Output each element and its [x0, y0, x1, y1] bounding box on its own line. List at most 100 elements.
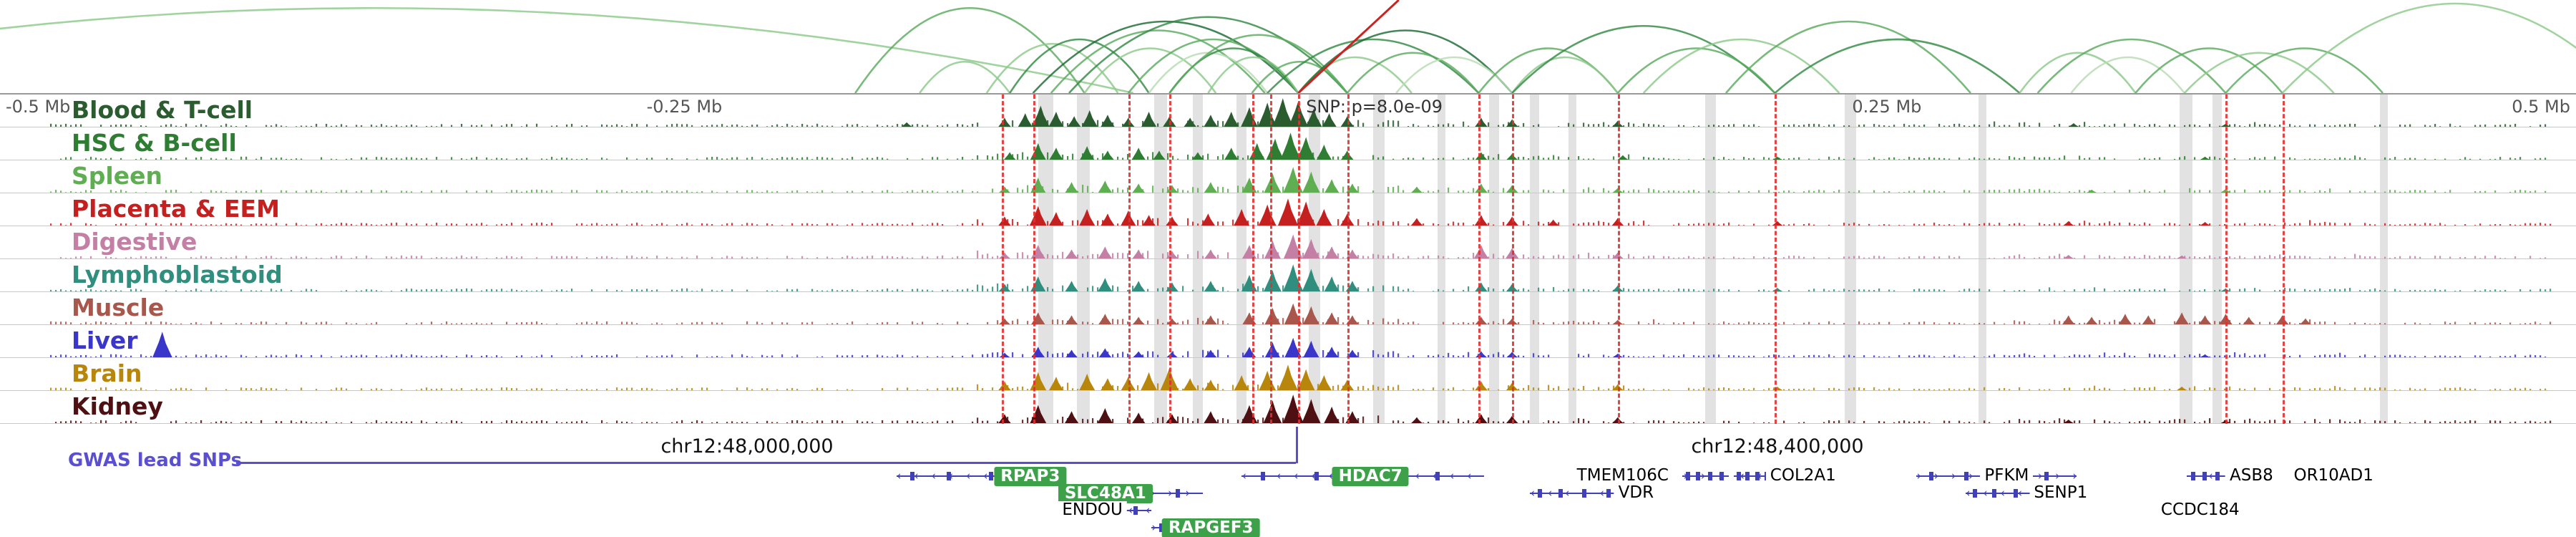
gene-label: OR10AD1: [2289, 467, 2378, 485]
signal-plot: [50, 198, 2552, 226]
interaction-arcs: [0, 0, 2576, 94]
track-row: Spleen: [0, 160, 2576, 193]
signal-plot: [50, 364, 2547, 390]
snp-pvalue-label: SNP: p=8.0e-09: [1306, 97, 1443, 117]
exon-block: [1175, 489, 1180, 498]
highlight-band: [1705, 95, 1716, 424]
genomic-coordinate-left: chr12:48,000,000: [660, 435, 834, 458]
highlight-band: [2212, 95, 2222, 424]
highlight-band: [1153, 95, 1167, 424]
track-row: Muscle: [0, 292, 2576, 325]
gene-label: RAPGEF3: [1161, 518, 1260, 537]
exon-block: [2044, 472, 2049, 480]
ruler-tick-label: -0.25 Mb: [646, 97, 723, 117]
exon-block: [2215, 472, 2220, 480]
gene-label: PFKM: [1980, 467, 2034, 485]
signal-plot: [60, 132, 2547, 160]
signal-track-list: Blood & T-cell HSC & B-cell Spleen Placenta…: [0, 95, 2576, 424]
gene-item: › › › TMEM106C: [1572, 467, 1729, 485]
exon-block: [1736, 472, 1741, 480]
gwas-lead-snps-label: GWAS lead SNPs: [68, 450, 243, 471]
highlight-band: [1076, 95, 1090, 424]
exon-block: [1991, 489, 1996, 498]
gene-label: COL2A1: [1765, 467, 1840, 485]
highlight-band: [1488, 95, 1500, 424]
track-label: Placenta & EEM: [72, 195, 280, 223]
track-row: Placenta & EEM: [0, 193, 2576, 226]
gene-label: ENDOU: [1058, 501, 1127, 519]
gwas-pointer-line: [236, 462, 1296, 464]
exon-block: [1159, 523, 1164, 532]
highlight-band: [1978, 95, 1986, 424]
track-label: Liver: [72, 326, 138, 354]
gene-model: › › ›: [1682, 469, 1729, 483]
signal-plot: [50, 332, 2547, 357]
exon-block: [2202, 472, 2207, 480]
gene-item: ‹ ‹ ‹ ‹ ‹ ‹ VDR: [1530, 484, 1659, 503]
exon-block: [1606, 489, 1611, 498]
highlight-band: [1568, 95, 1577, 424]
exon-block: [1707, 472, 1712, 480]
track-row: Lymphoblastoid: [0, 259, 2576, 292]
gene-item: › ›CCDC184: [2156, 501, 2244, 520]
track-row: Brain: [0, 358, 2576, 391]
highlight-band: [1236, 95, 1247, 424]
exon-block: [946, 472, 951, 480]
gene-item: ‹ ‹ ‹ ASB8: [2187, 467, 2278, 485]
exon-block: [1435, 472, 1440, 480]
highlight-band-layer: [0, 95, 2576, 424]
exon-block: [1685, 472, 1690, 480]
ruler-tick-label: 0.5 Mb: [2512, 97, 2570, 117]
track-label: Spleen: [72, 162, 162, 190]
exon-block: [909, 472, 914, 480]
ruler-tick-label: -0.5 Mb: [6, 97, 71, 117]
genomic-coordinate-right: chr12:48,400,000: [1691, 435, 1864, 458]
signal-plot: [50, 167, 2547, 193]
highlight-band: [2179, 95, 2192, 424]
exon-block: [1695, 472, 1700, 480]
track-label: Kidney: [72, 392, 163, 420]
exon-block: [1719, 472, 1724, 480]
exon-block: [1558, 489, 1563, 498]
exon-block: [1964, 472, 1969, 480]
exon-block: [1261, 472, 1266, 480]
highlight-band: [1038, 95, 1054, 424]
highlight-band: [1844, 95, 1856, 424]
highlight-band: [1530, 95, 1539, 424]
exon-block: [1745, 472, 1750, 480]
track-label: Digestive: [72, 228, 197, 256]
gwas-pointer-tick: [1295, 427, 1298, 463]
signal-plot: [50, 98, 2547, 127]
highlight-band: [1372, 95, 1385, 424]
highlight-band: [1437, 95, 1445, 424]
gene-item: › ›OR10AD1: [2289, 467, 2378, 485]
highlight-band: [2380, 95, 2389, 424]
exon-block: [988, 472, 993, 480]
ruler-tick-label: 0.25 Mb: [1852, 97, 1922, 117]
track-label: Lymphoblastoid: [72, 261, 283, 289]
gene-label: CCDC184: [2156, 501, 2244, 519]
exon-block: [1538, 489, 1543, 498]
gene-item: › › › › › › › › › › ›PFKM: [1916, 467, 2077, 485]
signal-plot: [50, 264, 2552, 291]
exon-block: [2191, 472, 2196, 480]
gene-annotation-track: ‹ ‹ ‹ ‹ ‹ ‹ ‹ ‹ ‹ ‹ ‹RPAP3 ‹ ‹ ‹ ‹ ‹ ‹ ‹ …: [0, 467, 2576, 537]
gene-item: ‹ ‹ ‹ ‹ ‹ ‹ ‹ ‹ ‹ ‹ ‹ ‹ ‹ ‹ ‹ ‹HDAC7: [1241, 467, 1484, 486]
gene-label: HDAC7: [1332, 467, 1409, 486]
exon-block: [1314, 472, 1319, 480]
track-row: Blood & T-cell: [0, 95, 2576, 127]
gene-model: ‹ ‹ ‹ ‹ ‹ ‹: [1530, 486, 1626, 500]
gene-label: SENP1: [2029, 484, 2092, 502]
gene-label: VDR: [1614, 484, 1659, 502]
signal-plot: [60, 234, 2547, 258]
exon-block: [1133, 506, 1138, 515]
gene-item: ‹ ‹ ‹ ‹ ‹ ‹ SENP1: [1965, 484, 2092, 503]
gene-item: ‹ ‹ ‹ ‹ ‹ ‹ ‹ ‹ ‹ ‹ ‹ RPAP3: [896, 467, 1067, 486]
gene-label: SLC48A1: [1058, 484, 1153, 503]
track-row: Kidney: [0, 391, 2576, 424]
gene-item: › › › › › › ›RAPGEF3: [1151, 518, 1260, 537]
gene-item: › › › › › › › › ›SLC48A1: [1058, 484, 1204, 503]
exon-block: [1929, 472, 1934, 480]
interaction-arc-area: [0, 0, 2576, 94]
